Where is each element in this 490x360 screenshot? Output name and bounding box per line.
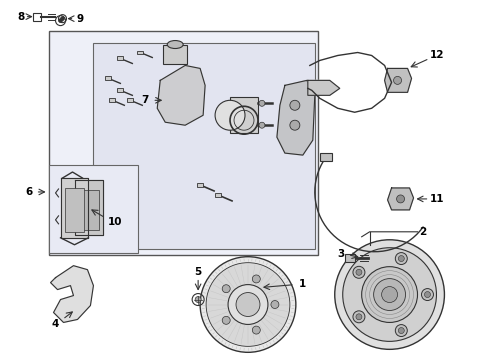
FancyBboxPatch shape	[118, 57, 123, 60]
Text: 4: 4	[52, 319, 59, 329]
Bar	[49, 31, 318, 255]
Circle shape	[353, 311, 365, 323]
FancyBboxPatch shape	[197, 183, 203, 187]
Circle shape	[395, 253, 407, 265]
Circle shape	[396, 195, 405, 203]
Bar	[94, 42, 315, 249]
Circle shape	[222, 285, 230, 293]
Circle shape	[290, 120, 300, 130]
Circle shape	[290, 100, 300, 110]
Bar	[79, 190, 99, 230]
Circle shape	[228, 285, 268, 324]
Circle shape	[424, 292, 431, 298]
Polygon shape	[50, 266, 94, 323]
Circle shape	[252, 326, 260, 334]
Text: 2: 2	[419, 227, 426, 237]
Text: 7: 7	[142, 95, 149, 105]
Text: 5: 5	[195, 267, 202, 276]
Polygon shape	[388, 188, 414, 210]
Circle shape	[61, 17, 65, 21]
Polygon shape	[157, 66, 205, 125]
Text: 1: 1	[299, 279, 306, 289]
Polygon shape	[385, 68, 412, 92]
Circle shape	[421, 289, 434, 301]
Circle shape	[382, 287, 397, 302]
Text: 11: 11	[430, 194, 445, 204]
FancyBboxPatch shape	[105, 76, 111, 80]
Circle shape	[215, 100, 245, 130]
Circle shape	[398, 256, 404, 262]
Text: 12: 12	[430, 50, 445, 60]
Polygon shape	[308, 80, 340, 95]
Polygon shape	[61, 178, 89, 238]
Circle shape	[271, 301, 279, 309]
Polygon shape	[75, 180, 103, 235]
Circle shape	[252, 275, 260, 283]
Circle shape	[195, 297, 201, 302]
Circle shape	[393, 76, 401, 84]
FancyBboxPatch shape	[127, 98, 133, 102]
FancyBboxPatch shape	[345, 254, 355, 262]
Circle shape	[356, 314, 362, 320]
Circle shape	[206, 263, 290, 346]
Text: 6: 6	[25, 187, 32, 197]
Polygon shape	[277, 80, 315, 155]
Circle shape	[356, 269, 362, 275]
Circle shape	[398, 328, 404, 334]
Circle shape	[362, 267, 417, 323]
Circle shape	[259, 100, 265, 106]
Ellipse shape	[167, 41, 183, 49]
Text: 3: 3	[337, 249, 344, 259]
Circle shape	[374, 279, 406, 310]
Circle shape	[335, 240, 444, 349]
Circle shape	[236, 293, 260, 316]
Text: 8: 8	[17, 12, 24, 22]
Bar	[65, 188, 84, 232]
FancyBboxPatch shape	[118, 88, 123, 92]
Bar	[230, 97, 258, 133]
Bar	[163, 45, 187, 64]
FancyBboxPatch shape	[109, 98, 115, 102]
Text: 9: 9	[77, 14, 84, 24]
Circle shape	[353, 266, 365, 278]
Circle shape	[200, 257, 296, 352]
FancyBboxPatch shape	[137, 50, 143, 54]
FancyBboxPatch shape	[215, 193, 221, 197]
Text: 10: 10	[108, 217, 122, 227]
Circle shape	[58, 19, 63, 23]
Circle shape	[259, 122, 265, 128]
Circle shape	[222, 316, 230, 324]
Circle shape	[343, 248, 437, 341]
Circle shape	[395, 325, 407, 337]
Bar	[49, 165, 138, 253]
FancyBboxPatch shape	[33, 13, 41, 21]
Bar	[320, 153, 332, 161]
